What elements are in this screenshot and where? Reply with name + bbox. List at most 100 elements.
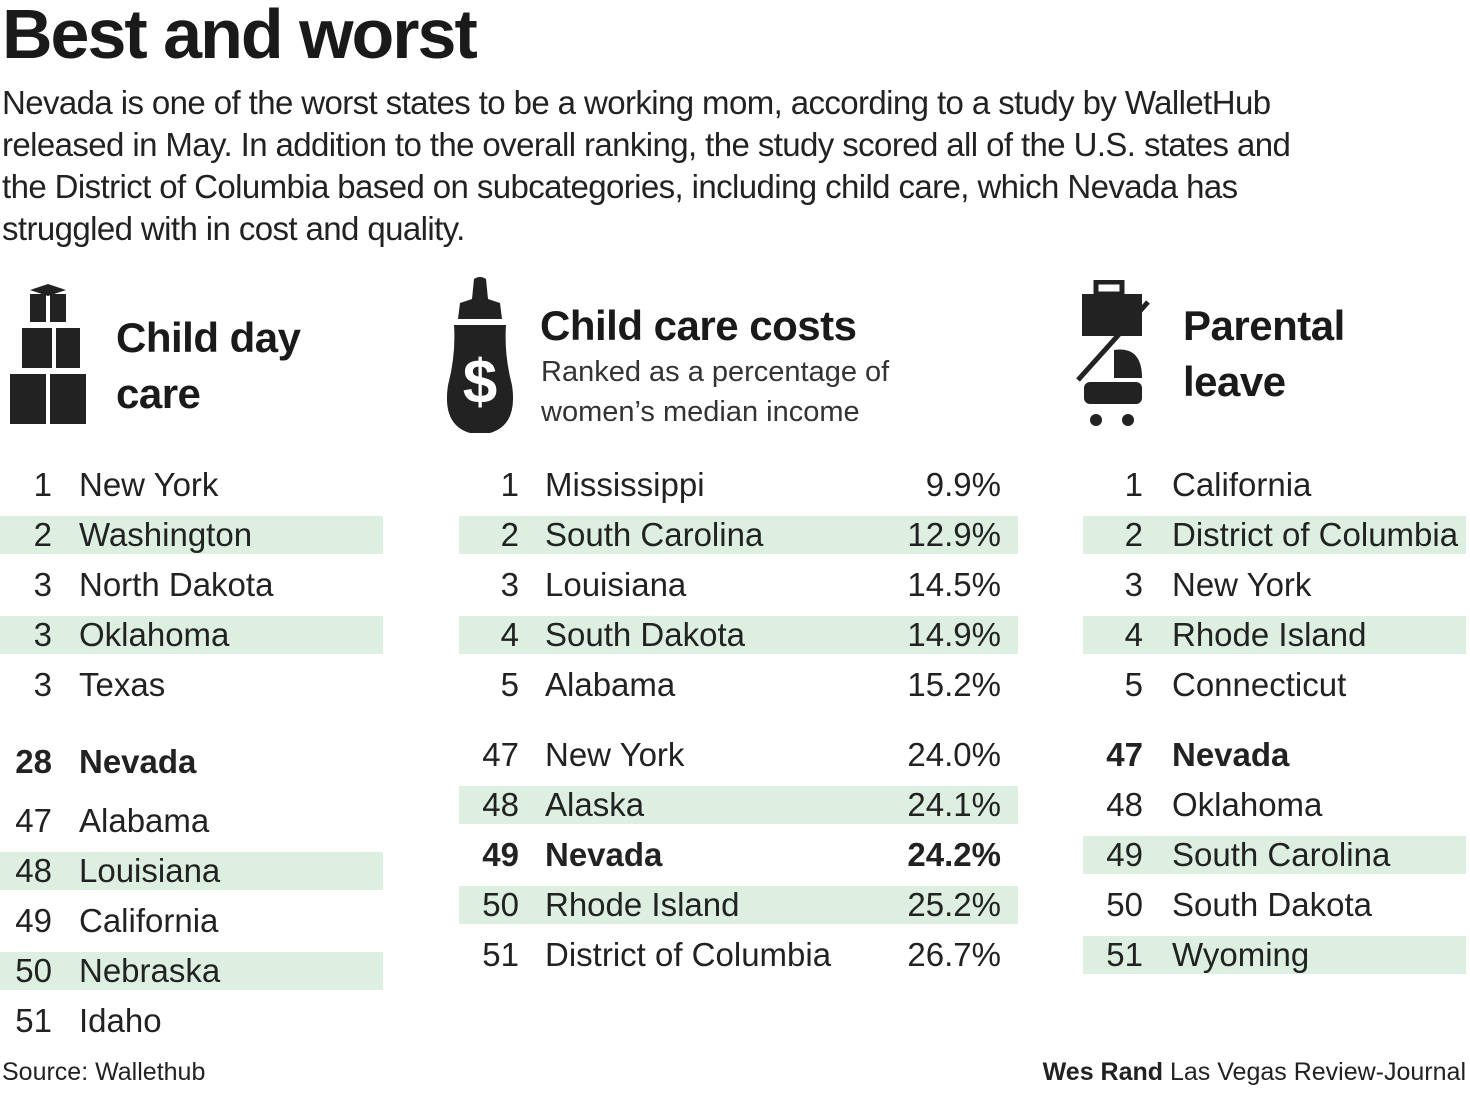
section-subtitle: women’s median income [541,396,860,428]
rank: 50 [15,952,52,989]
state: South Carolina [545,516,764,553]
state: Louisiana [545,566,687,603]
ranking-row: 4 Rhode Island [1083,616,1466,654]
credit: Wes Rand Las Vegas Review-Journal [1043,1058,1466,1087]
rank: 3 [33,666,52,703]
rank: 50 [1106,886,1143,923]
rank: 50 [482,886,519,923]
state: Oklahoma [1172,786,1323,823]
state: New York [1172,566,1312,603]
state: Texas [79,666,166,703]
rank: 48 [1106,786,1143,823]
state: Alaska [545,786,645,823]
section-title: Child care costs [540,302,857,349]
rank: 51 [1106,936,1143,973]
state: Nebraska [79,952,221,989]
rank: 2 [500,516,519,553]
description-line: the District of Columbia based on subcat… [2,168,1238,205]
author: Wes Rand [1042,1058,1164,1086]
ranking-row: 4 South Dakota 14.9% [459,616,1018,654]
percent: 14.9% [907,616,1001,653]
ranking-row: 2 South Carolina 12.9% [459,516,1018,554]
ranking-row: 1 New York [0,466,383,504]
description-line: struggled with in cost and quality. [2,210,465,247]
title: Best and worst [2,0,478,73]
state: New York [79,466,219,503]
state: Wyoming [1172,936,1310,973]
rank: 1 [33,466,52,503]
state: California [79,902,219,939]
rank: 1 [1124,466,1143,503]
outlet: Las Vegas Review-Journal [1170,1058,1466,1086]
ranking-row: 48 Oklahoma [1083,786,1466,824]
rank: 47 [15,802,52,839]
state: District of Columbia [1172,516,1459,553]
ranking-row: 2 Washington [0,516,383,554]
state: Oklahoma [79,616,230,653]
state: Washington [79,516,253,553]
ranking-row: 50 South Dakota [1083,886,1466,924]
section-subtitle: Ranked as a percentage of [541,356,890,388]
ranking-row: 28 Nevada [0,743,383,781]
ranking-row: 5 Connecticut [1083,666,1466,704]
rank: 48 [15,852,52,889]
ranking-row: 47 Nevada [1083,736,1466,774]
ranking-row: 50 Rhode Island 25.2% [459,886,1018,924]
ranking-row: 49 California [0,902,383,940]
ranking-row: 49 Nevada 24.2% [459,836,1018,874]
ranking-row: 51 Idaho [0,1002,383,1040]
rank: 4 [1124,616,1143,653]
rank: 4 [500,616,519,653]
state: Rhode Island [1172,616,1367,653]
percent: 24.2% [907,836,1001,873]
rank: 49 [1106,836,1143,873]
state: South Dakota [1172,886,1372,923]
section-title: Child day [116,314,301,361]
rank: 3 [33,616,52,653]
state: South Carolina [1172,836,1391,873]
section-title: leave [1183,358,1286,405]
state: South Dakota [545,616,745,653]
blocks-icon [10,284,86,424]
state: District of Columbia [545,936,832,973]
percent: 24.0% [907,736,1001,773]
rank: 2 [33,516,52,553]
state: Alabama [79,802,210,839]
rank: 48 [482,786,519,823]
state: Alabama [545,666,676,703]
percent: 24.1% [907,786,1001,823]
ranking-row: 49 South Carolina [1083,836,1466,874]
rank: 2 [1124,516,1143,553]
ranking-row: 48 Alaska 24.1% [459,786,1018,824]
source: Source: Wallethub [2,1058,206,1086]
ranking-row: 1 Mississippi 9.9% [459,466,1018,504]
ranking-row: 1 California [1083,466,1466,504]
state: Mississippi [545,466,705,503]
rank: 3 [500,566,519,603]
state: Connecticut [1172,666,1347,703]
rank: 3 [1124,566,1143,603]
percent: 25.2% [907,886,1001,923]
section-title: Parental [1183,302,1345,349]
ranking-row: 2 District of Columbia [1083,516,1466,554]
percent: 12.9% [907,516,1001,553]
rank: 5 [1124,666,1143,703]
description: Nevada is one of the worst states to be … [2,82,1291,250]
rank: 51 [482,936,519,973]
state: Nevada [545,836,663,873]
state: New York [545,736,685,773]
ranking-row: 3 New York [1083,566,1466,604]
ranking-row: 50 Nebraska [0,952,383,990]
percent: 15.2% [907,666,1001,703]
svg-text:$: $ [463,348,497,417]
rank: 47 [482,736,519,773]
ranking-row: 3 Texas [0,666,383,704]
description-line: Nevada is one of the worst states to be … [2,84,1271,121]
ranking-row: 48 Louisiana [0,852,383,890]
rank: 5 [500,666,519,703]
ranking-row: 47 Alabama [0,802,383,840]
rank: 3 [33,566,52,603]
state: California [1172,466,1312,503]
ranking-row: 3 Oklahoma [0,616,383,654]
